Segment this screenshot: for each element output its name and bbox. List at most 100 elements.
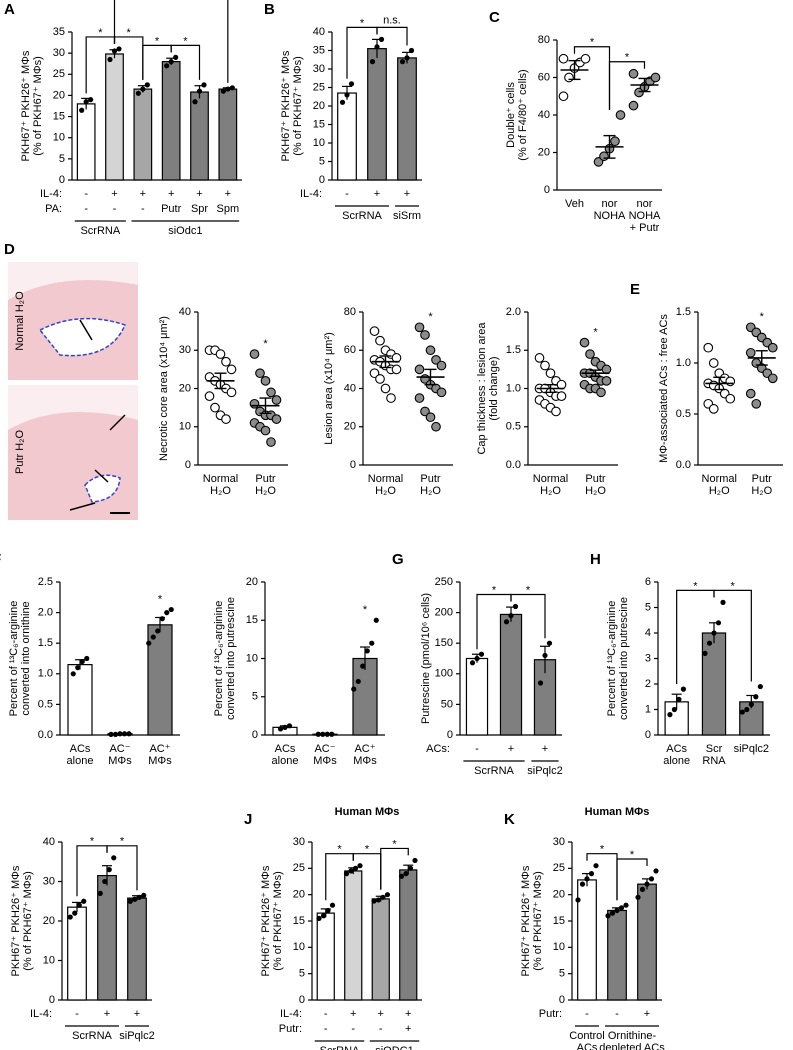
data-point [266,437,276,447]
data-point [127,898,133,904]
y-tick-label: 100 [435,668,453,680]
data-point [745,388,756,399]
data-point [329,902,336,908]
data-point [260,376,271,386]
panel: 0 10 20 30 40 Necrotic core area (x10⁴ μm²) No… [158,306,288,497]
data-point [744,706,750,713]
group-label: siPqlc2 [119,1030,154,1042]
data-point [225,86,231,92]
data-point [564,72,574,83]
data-point [474,655,480,662]
row-label: PA: [45,203,62,215]
data-point [357,863,363,869]
y-axis-label: (% of F4/80⁺ cells) [517,69,529,160]
y-tick-label: 80 [538,34,550,46]
data-point [609,910,616,916]
significance-label: * [263,338,268,350]
row-cell: - [475,743,479,755]
y-tick-label: 40 [538,109,550,121]
data-point [121,731,128,737]
group-label: ScrRNA [342,210,382,222]
row-cell: Spm [217,203,240,215]
data-point [260,425,271,436]
y-tick-label: 20 [344,421,356,433]
significance-bracket [713,589,752,682]
data-point [431,354,441,365]
data-point [384,892,391,898]
data-point [271,395,282,405]
data-point [132,896,138,902]
row-cell: + [134,1008,140,1020]
data-point [374,44,380,50]
y-tick-label: 0 [447,729,453,741]
panel: 0 5 10 15 20 Percent of ¹³C₆-arginine converte… [213,576,385,767]
data-point [249,349,260,359]
panel: I010203040PKH67⁺ PKH26⁺ MΦs(% of PKH67⁺ … [10,836,155,1042]
y-tick-label: 30 [53,47,65,59]
y-tick-label: 25 [53,68,65,80]
row-cell: + [405,1008,411,1020]
data-point [141,892,147,898]
data-point [751,398,762,409]
significance-label: * [155,35,160,47]
data-point [601,376,612,386]
data-point [711,630,717,636]
data-point [144,82,150,88]
y-axis-label: Double⁺ cells [505,82,517,148]
data-point [79,658,85,665]
panel: A 0 5 10 15 20 25 30 35 PKH67⁺ PKH26⁺ MΦs (% of PK… [4,0,242,237]
data-point [70,671,76,677]
y-tick-label: 1.5 [506,344,521,356]
significance-bracket [170,44,201,80]
data-point [386,393,396,403]
data-point [369,368,380,379]
data-point [725,376,736,387]
x-tick-label: Putr [752,473,773,485]
data-point [112,731,119,737]
row-cell: - [351,1023,355,1035]
significance-label: * [158,593,163,605]
row-cell: - [585,1008,589,1020]
data-point [88,97,94,103]
image-label: Normal H₂O [14,291,26,351]
y-tick-label: 20 [53,89,65,101]
data-point [352,865,359,871]
data-point [596,387,606,398]
data-point [106,867,112,873]
data-point [708,358,719,368]
data-point [75,665,81,671]
y-tick-label: 30 [179,344,191,356]
data-point [469,660,476,666]
panel: F 0.0 0.5 1.0 1.5 2.0 2.5 Percent of ¹³C₆-argin… [0,551,180,767]
data-point [282,724,288,730]
x-tick-label: Scr [706,743,723,755]
y-tick-label: 35 [53,26,65,38]
y-tick-label: 0 [299,994,305,1006]
bar [367,48,387,181]
y-tick-label: 5 [59,153,65,165]
row-cell: + [405,1023,411,1035]
data-point [605,913,611,919]
data-point [593,863,599,869]
significance-label: * [590,37,595,49]
data-point [650,72,661,83]
y-axis-label: Necrotic core area (x10⁴ μm²) [158,316,170,461]
data-point [155,628,161,634]
row-label: Putr: [539,1008,562,1020]
data-point [135,90,141,96]
row-cell: - [345,188,349,200]
significance-bracket [573,46,611,110]
significance-label: * [120,836,125,848]
y-tick-label: 0.0 [38,729,53,741]
y-tick-label: 5 [645,601,651,613]
data-point [648,876,655,882]
y-tick-label: 5 [559,968,565,980]
data-point [221,414,231,424]
data-point [610,136,620,147]
data-point [628,100,639,111]
data-point [348,868,354,874]
y-axis-label: MΦ-associated ACs : free ACs [658,314,670,463]
y-axis-label: PKH67⁺ PKH26⁺ MΦs [20,50,32,161]
panel: C 0 20 40 60 80 Double⁺ cells (% of F4/80⁺ cell… [489,9,662,234]
